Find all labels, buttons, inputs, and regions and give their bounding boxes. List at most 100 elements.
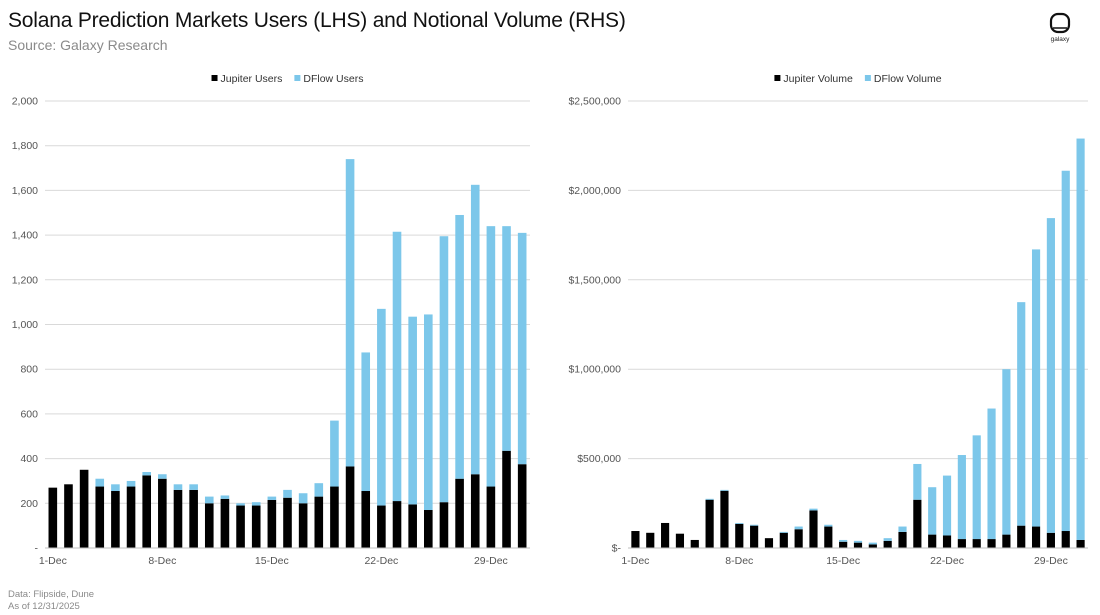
volume-bar-dflow xyxy=(720,489,729,491)
volume-bar-dflow xyxy=(735,522,744,524)
galaxy-logo-icon xyxy=(1049,12,1071,34)
volume-bar-dflow xyxy=(898,526,907,532)
volume-bar-jupiter xyxy=(972,539,981,548)
volume-bar-jupiter xyxy=(913,499,922,548)
users-y-tick-label: 2,000 xyxy=(12,96,38,108)
volume-y-tick-label: $- xyxy=(612,543,622,555)
users-bar-jupiter xyxy=(486,486,496,548)
volume-bar-dflow xyxy=(972,435,981,540)
logo-text: galaxy xyxy=(1050,36,1070,43)
users-bar-jupiter xyxy=(424,510,433,548)
volume-bar-jupiter xyxy=(750,525,759,548)
users-bar-dflow xyxy=(126,480,136,487)
volume-bar-jupiter xyxy=(646,532,655,548)
legend-swatch-jupiter xyxy=(211,75,218,81)
users-bar-jupiter xyxy=(251,505,261,548)
users-bar-dflow xyxy=(314,483,324,497)
volume-bar-dflow xyxy=(1017,302,1026,526)
volume-bar-dflow xyxy=(794,526,803,530)
volume-bar-jupiter xyxy=(1061,531,1070,548)
users-bar-jupiter xyxy=(517,464,527,548)
legend-label-jupiter: Jupiter Volume xyxy=(783,73,853,85)
users-bar-jupiter xyxy=(48,487,58,548)
users-y-tick-label: 1,200 xyxy=(12,274,38,286)
users-bar-jupiter xyxy=(455,478,464,548)
volume-bar-dflow xyxy=(987,408,996,540)
volume-bar-jupiter xyxy=(720,490,729,548)
users-bar-jupiter xyxy=(236,505,245,548)
users-bar-dflow xyxy=(220,495,230,499)
page-title: Solana Prediction Markets Users (LHS) an… xyxy=(8,9,626,32)
users-bar-dflow xyxy=(408,316,417,505)
users-bar-dflow xyxy=(455,214,464,479)
volume-bar-jupiter xyxy=(735,523,744,548)
users-bar-jupiter xyxy=(189,489,198,548)
volume-bar-dflow xyxy=(1031,249,1041,527)
volume-bar-jupiter xyxy=(853,542,863,548)
volume-bar-jupiter xyxy=(809,510,818,548)
users-bar-dflow xyxy=(95,478,105,487)
users-x-tick-label: 22-Dec xyxy=(364,555,398,567)
volume-bar-jupiter xyxy=(1046,532,1055,548)
volume-legend: Jupiter Volume DFlow Volume xyxy=(774,73,942,85)
users-bar-dflow xyxy=(486,226,496,487)
users-bar-dflow xyxy=(142,472,151,476)
volume-bar-dflow xyxy=(868,542,877,545)
users-bar-jupiter xyxy=(64,484,73,548)
users-y-tick-label: 1,400 xyxy=(12,230,38,242)
users-bar-jupiter xyxy=(158,478,167,548)
users-bar-dflow xyxy=(158,474,167,479)
users-bar-jupiter xyxy=(314,496,324,548)
as-of-note: As of 12/31/2025 xyxy=(8,601,80,612)
users-legend: Jupiter Users DFlow Users xyxy=(211,73,363,85)
users-y-tick-label: 800 xyxy=(20,364,38,376)
users-x-tick-label: 1-Dec xyxy=(39,555,67,567)
volume-bar-dflow xyxy=(750,524,759,526)
users-bar-jupiter xyxy=(439,502,449,548)
users-y-tick-label: - xyxy=(35,543,39,555)
users-x-tick-label: 15-Dec xyxy=(255,555,289,567)
users-bar-jupiter xyxy=(298,503,308,548)
volume-bar-jupiter xyxy=(1031,526,1041,548)
volume-bar-jupiter xyxy=(779,532,788,548)
users-bar-jupiter xyxy=(267,499,277,548)
users-bar-dflow xyxy=(283,489,292,498)
users-bar-jupiter xyxy=(392,501,402,548)
users-bar-jupiter xyxy=(345,466,355,548)
volume-bar-jupiter xyxy=(928,534,937,548)
volume-bar-jupiter xyxy=(1002,534,1011,548)
volume-y-tick-label: $1,500,000 xyxy=(568,274,621,286)
volume-bar-dflow xyxy=(913,463,922,500)
volume-x-tick-label: 29-Dec xyxy=(1034,555,1068,567)
volume-bar-dflow xyxy=(883,538,892,541)
volume-bar-dflow xyxy=(1061,170,1070,532)
legend-label-dflow: DFlow Volume xyxy=(874,73,942,85)
legend-swatch-dflow xyxy=(294,75,301,81)
users-y-tick-label: 1,600 xyxy=(12,185,38,197)
users-bar-dflow xyxy=(470,184,480,475)
volume-x-tick-label: 22-Dec xyxy=(930,555,964,567)
volume-bar-dflow xyxy=(779,531,788,533)
users-bar-jupiter xyxy=(204,503,214,548)
users-y-tick-label: 1,800 xyxy=(12,140,38,152)
volume-bar-jupiter xyxy=(824,526,833,548)
volume-x-tick-label: 8-Dec xyxy=(725,555,753,567)
users-bar-jupiter xyxy=(502,450,511,548)
users-y-tick-label: 400 xyxy=(20,453,38,465)
users-bar-dflow xyxy=(267,496,277,500)
volume-bar-dflow xyxy=(839,539,848,542)
volume-bar-jupiter xyxy=(868,544,877,548)
users-bar-dflow xyxy=(251,502,261,506)
users-bar-dflow xyxy=(236,503,245,506)
users-y-tick-label: 600 xyxy=(20,408,38,420)
users-bar-jupiter xyxy=(377,505,386,548)
users-bar-dflow xyxy=(502,226,511,451)
page-subtitle: Source: Galaxy Research xyxy=(8,37,168,53)
volume-bar-jupiter xyxy=(675,533,685,548)
legend-label-dflow: DFlow Users xyxy=(303,73,363,85)
legend-label-jupiter: Jupiter Users xyxy=(221,73,283,85)
volume-bar-jupiter xyxy=(764,538,774,548)
volume-bar-jupiter xyxy=(957,539,966,548)
users-x-tick-label: 29-Dec xyxy=(474,555,508,567)
